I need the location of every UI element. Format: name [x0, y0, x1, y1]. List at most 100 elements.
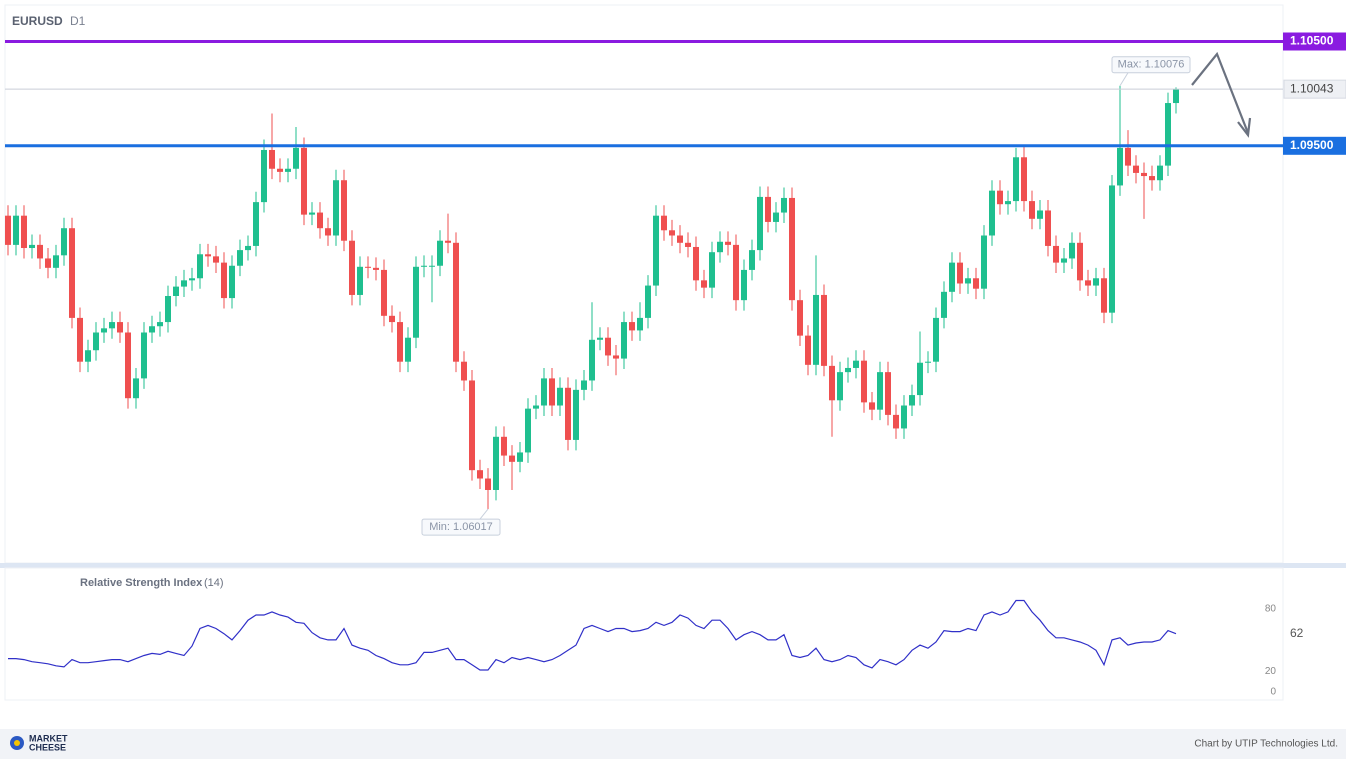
candle-body — [1061, 258, 1067, 263]
candle-body — [453, 242, 459, 362]
candle-body — [261, 149, 267, 203]
candle-body — [765, 196, 771, 222]
credit: Chart by UTIP Technologies Ltd. — [1194, 739, 1338, 750]
candle-body — [429, 265, 435, 267]
candle-body — [301, 147, 307, 215]
candle-body — [1037, 210, 1043, 219]
forecast-arrow — [1191, 51, 1250, 134]
candle-body — [485, 478, 491, 490]
rsi-period: (14) — [204, 577, 224, 589]
candle-body — [37, 244, 43, 259]
annotation-pointer — [1119, 72, 1129, 86]
labels-layer: 1.10043 1.10500 1.09500 Max: 1.10076 Min: 1.… — [421, 32, 1346, 698]
level-label: 1.09500 — [1290, 138, 1334, 152]
candle-body — [797, 300, 803, 336]
candle-body — [749, 250, 755, 270]
symbol: EURUSD — [12, 14, 63, 28]
candle-body — [493, 436, 499, 490]
candle-body — [69, 228, 75, 318]
candle-body — [1005, 201, 1011, 205]
candle-body — [189, 278, 195, 281]
candle-body — [581, 380, 587, 390]
candle-body — [349, 240, 355, 295]
candle-body — [693, 246, 699, 281]
rsi-title: Relative Strength Index — [80, 577, 203, 589]
candle-body — [109, 322, 115, 329]
level-label-box — [1283, 136, 1346, 155]
candle-body — [869, 402, 875, 410]
candle-body — [605, 337, 611, 356]
candle-body — [829, 365, 835, 401]
candle-body — [253, 202, 259, 246]
candle-body — [173, 286, 179, 296]
candle-body — [629, 322, 635, 331]
candle-body — [389, 315, 395, 323]
candle-body — [133, 378, 139, 399]
candle-body — [989, 190, 995, 236]
candle-body — [565, 387, 571, 440]
candle-body — [1125, 147, 1131, 166]
candle-body — [141, 332, 147, 379]
candle-body — [469, 380, 475, 471]
candle-body — [1045, 210, 1051, 246]
annotation-box — [1111, 56, 1191, 74]
candle-body — [669, 230, 675, 236]
candle-body — [1165, 103, 1171, 166]
candle-body — [717, 241, 723, 253]
candle-body — [325, 228, 331, 236]
annotation-label: Min: 1.06017 — [429, 521, 493, 533]
candle-body — [637, 317, 643, 331]
candle-body — [213, 256, 219, 263]
logo-icon-core — [14, 740, 20, 746]
candle-body — [501, 436, 507, 456]
candle-body — [645, 285, 651, 318]
candle-body — [461, 361, 467, 381]
candle-body — [125, 332, 131, 399]
candle-body — [941, 291, 947, 318]
candle-body — [997, 190, 1003, 205]
candle-body — [1101, 278, 1107, 313]
candle-body — [437, 240, 443, 266]
candle-body — [373, 267, 379, 270]
candle-body — [1117, 147, 1123, 186]
candle-body — [861, 360, 867, 403]
candle-body — [965, 278, 971, 284]
candle-body — [221, 262, 227, 299]
candle-body — [573, 389, 579, 440]
rsi-line — [8, 599, 1177, 671]
candle-body — [909, 395, 915, 406]
logo-text: CHEESE — [29, 742, 66, 752]
candle-body — [1029, 201, 1035, 219]
candle-body — [1077, 242, 1083, 281]
rsi-panel — [4, 567, 1284, 701]
candle-body — [181, 280, 187, 287]
candle-body — [381, 269, 387, 316]
candle-body — [229, 265, 235, 299]
candle-body — [917, 362, 923, 396]
candle-body — [661, 215, 667, 231]
candle-body — [541, 378, 547, 406]
candle-body — [285, 168, 291, 172]
candle-body — [821, 294, 827, 366]
candle-body — [77, 317, 83, 362]
candle-body — [357, 266, 363, 295]
rsi-last-value: 62 — [1290, 626, 1304, 640]
candle-body — [901, 405, 907, 429]
candle-body — [1069, 242, 1075, 259]
candle-body — [61, 228, 67, 256]
candle-body — [653, 215, 659, 286]
candle-body — [1157, 165, 1163, 181]
candle-body — [949, 262, 955, 292]
candle-body — [517, 452, 523, 462]
candle-body — [157, 322, 163, 327]
footer — [0, 729, 1346, 759]
annotation-box — [421, 518, 501, 536]
candle-body — [149, 326, 155, 333]
candle-body — [789, 197, 795, 301]
candle-body — [525, 408, 531, 453]
candle-body — [813, 294, 819, 365]
timeframe: D1 — [70, 14, 86, 28]
level-label-box — [1283, 32, 1346, 51]
candle-body — [741, 269, 747, 301]
